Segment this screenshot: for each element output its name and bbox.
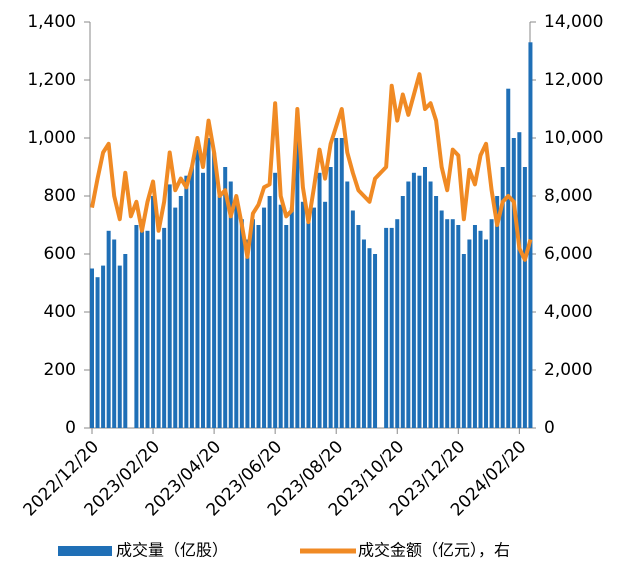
y-tick-label: 1,200: [27, 70, 76, 90]
y-tick-label: 1,000: [27, 128, 76, 148]
bar: [361, 239, 366, 428]
bar: [434, 196, 439, 428]
bar: [389, 227, 394, 428]
legend-swatch: [58, 546, 112, 556]
bar: [323, 201, 328, 428]
bar: [101, 265, 106, 428]
bar: [395, 219, 400, 428]
bar: [217, 196, 222, 428]
bar: [245, 239, 250, 428]
bar: [184, 175, 189, 428]
bar: [522, 167, 527, 428]
y-tick-label: 800: [44, 186, 76, 206]
bar: [167, 184, 172, 428]
bar: [206, 138, 211, 428]
bar: [278, 204, 283, 428]
bar: [95, 277, 100, 428]
bar: [400, 196, 405, 428]
bar: [300, 201, 305, 428]
bar: [350, 210, 355, 428]
bar: [417, 175, 422, 428]
bar: [212, 152, 217, 428]
bar: [423, 167, 427, 428]
bar: [151, 196, 156, 428]
bar: [250, 219, 255, 428]
bar: [139, 219, 144, 428]
bar: [134, 225, 139, 428]
bar: [178, 196, 183, 428]
y2-tick-label: 6,000: [544, 244, 593, 264]
bar: [201, 172, 205, 428]
bar: [384, 227, 389, 428]
line: [90, 72, 533, 262]
bar: [106, 230, 111, 428]
bar: [145, 230, 150, 428]
bar: [195, 149, 200, 428]
y2-tick-label: 2,000: [544, 360, 593, 380]
bar: [239, 219, 244, 428]
bar: [334, 138, 339, 428]
bar: [500, 167, 505, 428]
bar: [306, 219, 311, 428]
bar: [90, 268, 94, 428]
bar: [156, 239, 161, 428]
bar: [256, 225, 261, 428]
bar: [373, 254, 378, 428]
y2-tick-label: 12,000: [544, 70, 603, 90]
bar: [284, 225, 289, 428]
y-tick-label: 0: [65, 418, 76, 438]
bar: [345, 181, 350, 428]
y2-tick-label: 14,000: [544, 12, 603, 32]
y2-tick-label: 10,000: [544, 128, 603, 148]
bar: [439, 210, 444, 428]
bar: [234, 201, 239, 428]
bar: [223, 167, 228, 428]
y2-tick-label: 0: [544, 418, 555, 438]
bar: [450, 219, 455, 428]
bar: [112, 239, 117, 428]
y-tick-label: 400: [44, 302, 76, 322]
bar: [478, 230, 483, 428]
bar: [528, 42, 533, 429]
bar: [489, 219, 494, 428]
bar: [411, 172, 416, 428]
bar: [517, 132, 522, 428]
bar: [467, 239, 472, 428]
bar: [367, 248, 372, 428]
bar: [472, 225, 477, 428]
bar: [445, 219, 450, 428]
y-tick-label: 1,400: [27, 12, 76, 32]
bar: [484, 239, 489, 428]
bar: [123, 254, 128, 428]
y2-tick-label: 8,000: [544, 186, 593, 206]
bar: [317, 172, 322, 428]
legend-label: 成交金额（亿元），右: [358, 541, 510, 560]
bar: [506, 88, 511, 428]
legend-label: 成交量（亿股）: [116, 541, 228, 560]
bar: [295, 138, 300, 428]
y-tick-label: 200: [44, 360, 76, 380]
bar: [117, 265, 122, 428]
bar: [356, 225, 361, 428]
y-tick-label: 600: [44, 244, 76, 264]
bar: [456, 225, 461, 428]
bar: [339, 138, 344, 428]
bar: [262, 207, 267, 428]
bar: [461, 254, 466, 428]
bar: [173, 207, 178, 428]
bar: [511, 138, 516, 428]
bar: [228, 181, 233, 428]
bar: [273, 172, 278, 428]
bar: [312, 207, 316, 428]
bar: [428, 181, 433, 428]
bar: [406, 181, 411, 428]
bar: [189, 167, 194, 428]
bar: [328, 167, 333, 428]
bar: [289, 207, 294, 428]
bar: [162, 227, 167, 428]
bar: [495, 196, 500, 428]
y2-tick-label: 4,000: [544, 302, 593, 322]
bar: [267, 196, 272, 428]
